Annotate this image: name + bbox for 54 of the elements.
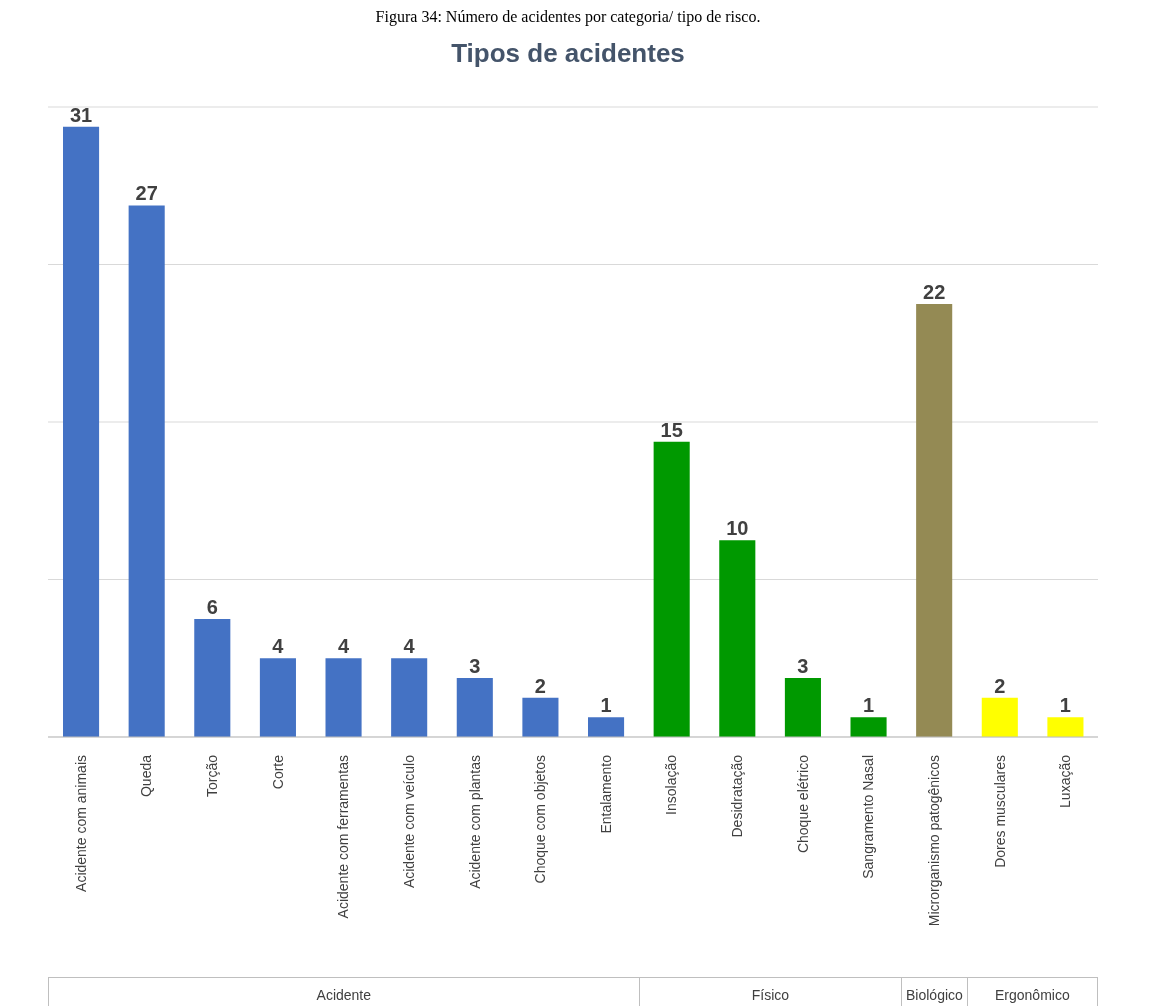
bar: [588, 717, 625, 737]
x-tick-label: Acidente com veículo: [400, 754, 417, 889]
data-label: 3: [469, 654, 481, 677]
bar: [719, 540, 756, 737]
bar: [128, 205, 165, 737]
data-label: 6: [206, 595, 218, 618]
x-tick-label: Queda: [138, 754, 155, 798]
text: Ergonômico: [966, 978, 1098, 1006]
data-label: 1: [600, 694, 612, 717]
bar: [784, 677, 821, 737]
bar: [1047, 717, 1084, 737]
x-tick-label: Sangramento Nasal: [860, 755, 877, 879]
data-label: 27: [135, 182, 158, 205]
data-label: 3: [797, 654, 809, 677]
x-tick-label: Choque com objetos: [532, 755, 549, 884]
data-label: 10: [726, 517, 749, 540]
data-label: 2: [534, 674, 546, 697]
data-label: 2: [994, 674, 1006, 697]
data-label: 22: [923, 280, 946, 303]
data-label: 1: [862, 694, 875, 717]
x-tick-label: Microrganismo patogênicos: [925, 755, 942, 927]
bar: [259, 658, 296, 737]
bar: [391, 658, 428, 737]
bar: [653, 441, 690, 737]
data-label: 4: [272, 635, 285, 658]
x-tick-label: Luxação: [1057, 754, 1074, 808]
data-label: 15: [660, 418, 683, 441]
x-tick-label: Acidente com animais: [72, 755, 89, 892]
bar: [194, 618, 231, 737]
x-tick-label: Corte: [269, 754, 286, 790]
text: Acidente: [48, 978, 639, 1006]
x-tick-label: Dores musculares: [991, 755, 1008, 868]
bar: [850, 717, 887, 737]
x-tick-label: Desidratação: [729, 754, 746, 838]
text: Figura 34: Número de acidentes por categoria/ tipo de risco.: [374, 8, 762, 28]
bar: [456, 677, 493, 737]
data-label: 4: [337, 635, 350, 658]
text: Biológico: [901, 978, 967, 1006]
bar: [981, 697, 1018, 737]
chart-title: Tipos de acidentes: [450, 37, 686, 70]
bar: [63, 126, 100, 737]
data-label: 1: [1059, 694, 1071, 717]
bar: [522, 697, 559, 737]
text: Físico: [638, 978, 902, 1006]
x-tick-label: Insolação: [663, 754, 680, 815]
data-label: 4: [403, 635, 416, 658]
x-tick-label: Choque elétrico: [794, 754, 811, 854]
data-label: 31: [69, 103, 93, 126]
x-tick-label: Acidente com ferramentas: [335, 755, 352, 919]
bar: [325, 658, 362, 737]
x-tick-label: Torção: [204, 754, 221, 798]
bar: [916, 303, 953, 737]
x-tick-label: Entalamento: [597, 754, 614, 834]
x-tick-label: Acidente com plantas: [466, 755, 483, 889]
